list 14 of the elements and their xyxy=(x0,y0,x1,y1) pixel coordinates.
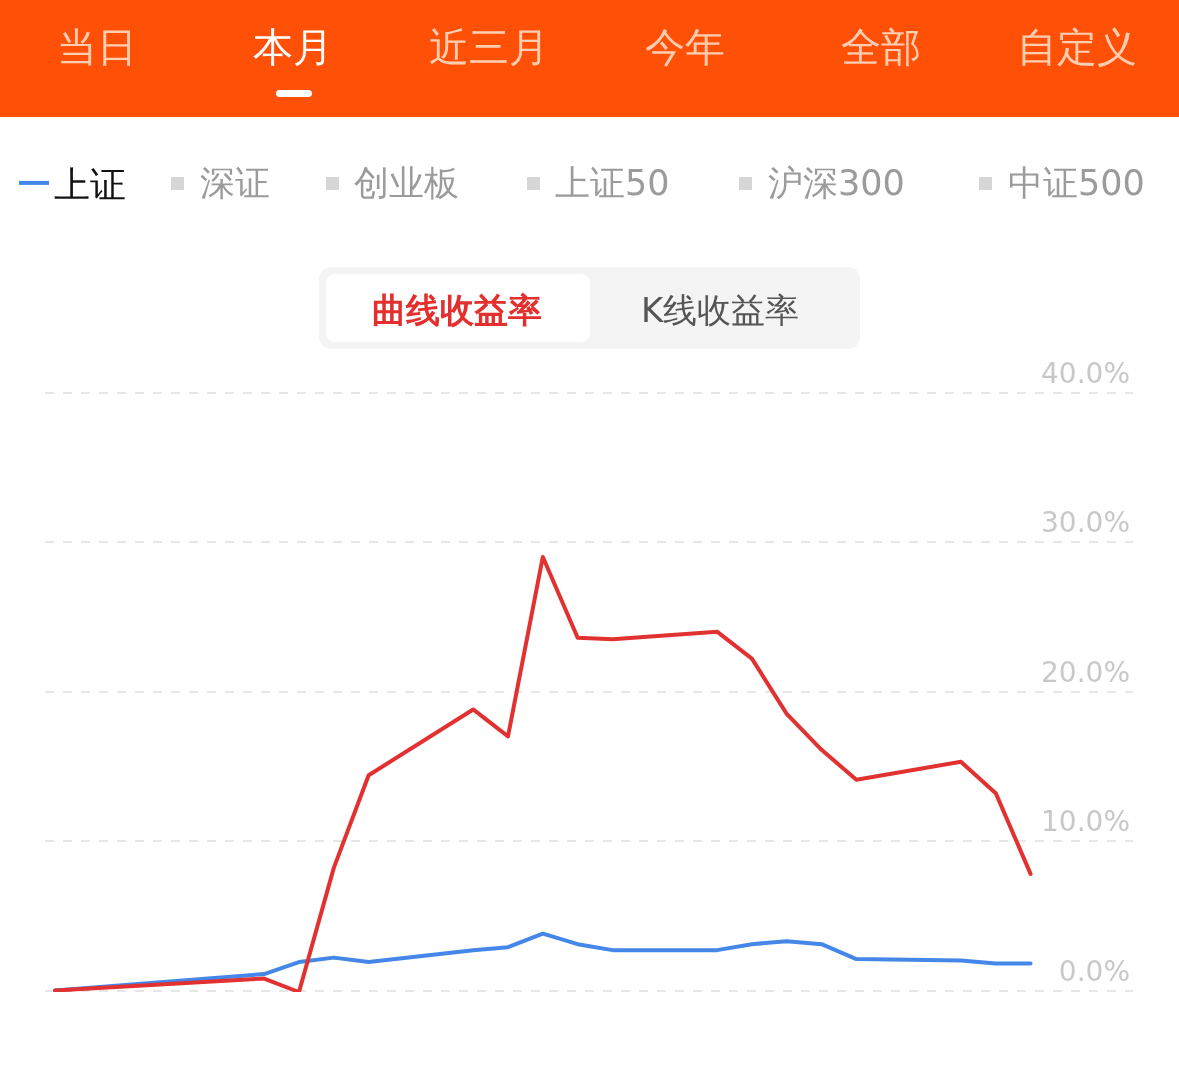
text: 当日 xyxy=(57,24,137,70)
text: 沪深300 xyxy=(768,163,905,203)
text: 中证500 xyxy=(1008,163,1145,203)
text: 本月 xyxy=(253,24,333,70)
text: 全部 xyxy=(841,24,921,70)
text: 今年 xyxy=(645,24,725,70)
text: 上证50 xyxy=(555,163,670,203)
text: 自定义 xyxy=(1017,24,1137,70)
text: 曲线收益率 xyxy=(372,290,542,330)
text: 近三月 xyxy=(429,24,549,70)
text: 创业板 xyxy=(354,163,459,203)
text: K线收益率 xyxy=(641,290,800,330)
legend-label: 上证 xyxy=(54,163,126,205)
text: 深证 xyxy=(200,163,270,203)
